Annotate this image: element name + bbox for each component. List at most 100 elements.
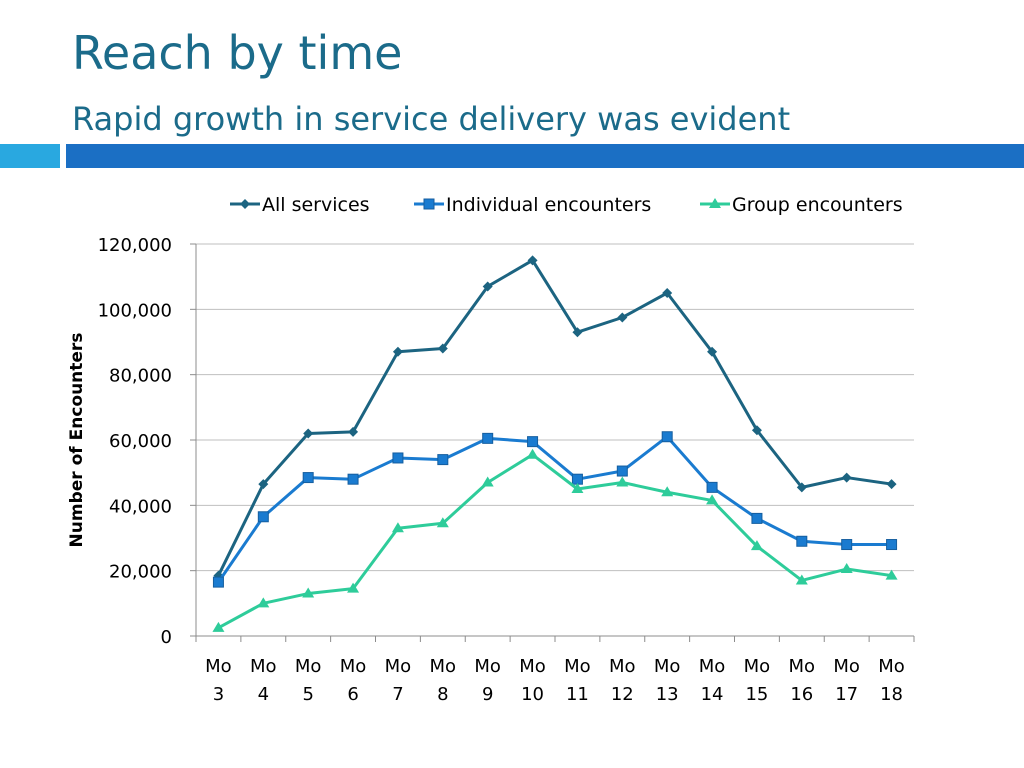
x-tick-label: 8 [437,684,448,705]
x-tick-label: 15 [745,684,768,705]
individual-encounters-point [661,431,673,443]
x-tick-label: Mo [205,656,232,677]
all-services-point [617,312,628,323]
group-encounters-point [661,486,674,497]
x-tick-label: 16 [790,684,813,705]
x-tick-label: 17 [835,684,858,705]
x-tick-label: Mo [340,656,367,677]
slide-title: Reach by time [72,26,403,80]
individual-encounters-point [616,465,628,477]
all-services-point [751,425,762,436]
accent-bar-right [66,144,1024,168]
x-tick-label: 6 [347,684,358,705]
all-services-point [482,281,493,292]
group-encounters-point [391,522,404,533]
y-tick-label: 0 [161,627,172,648]
all-services-point [348,426,359,437]
y-tick-label: 20,000 [109,562,172,583]
x-tick-label: Mo [430,656,457,677]
legend-individual-encounters-point [423,198,435,210]
slide-subtitle: Rapid growth in service delivery was evi… [72,100,791,138]
x-tick-label: 12 [611,684,634,705]
y-tick-label: 60,000 [109,431,172,452]
all-services-point [258,479,269,490]
x-tick-label: 13 [656,684,679,705]
x-tick-label: 7 [392,684,403,705]
x-tick-label: Mo [654,656,681,677]
x-tick-label: Mo [833,656,860,677]
individual-encounters-point [257,511,269,523]
group-encounters-point [212,621,225,632]
individual-encounters-point [527,436,539,448]
group-encounters-point [302,587,315,598]
all-services-point [437,343,448,354]
individual-encounters-point [437,454,449,466]
group-encounters-point [840,563,853,574]
legend-group-encounters-point [709,198,721,208]
group-encounters-point [795,574,808,585]
x-tick-label: 9 [482,684,493,705]
all-services-point [392,346,403,357]
accent-bar-left [0,144,60,168]
x-tick-label: Mo [564,656,591,677]
series-line-group-encounters [217,453,892,630]
group-encounters-point [347,582,360,593]
x-tick-label: Mo [878,656,905,677]
individual-encounters-point [841,539,853,551]
all-services-point [662,288,673,298]
x-tick-label: 14 [701,684,724,705]
x-tick-label: Mo [744,656,771,677]
y-tick-label: 80,000 [109,366,172,387]
x-tick-label: 11 [566,684,589,705]
x-tick-label: Mo [789,656,816,677]
group-encounters-point [526,448,539,459]
legend-label-all-services: All services [262,194,370,216]
individual-encounters-point [212,576,224,588]
y-tick-label: 40,000 [109,496,172,517]
x-tick-label: Mo [385,656,412,677]
x-tick-label: Mo [519,656,546,677]
series-line-all-services [217,258,892,577]
group-encounters-point [750,540,763,551]
y-tick-label: 120,000 [98,235,172,256]
x-tick-label: 10 [521,684,544,705]
individual-encounters-point [392,452,404,464]
legend-label-group-encounters: Group encounters [732,194,903,216]
group-encounters-point [616,476,629,487]
y-tick-label: 100,000 [98,300,172,321]
individual-encounters-point [796,535,808,547]
individual-encounters-point [482,432,494,444]
x-tick-label: Mo [250,656,277,677]
all-services-point [303,428,314,439]
group-encounters-point [571,483,584,493]
all-services-point [707,346,718,357]
all-services-point [886,479,897,490]
x-tick-label: Mo [474,656,501,677]
individual-encounters-point [302,472,314,484]
series-line-individual-encounters [217,435,892,583]
group-encounters-point [706,494,719,505]
group-encounters-point [436,517,449,528]
x-tick-label: 4 [258,684,269,705]
all-services-point [572,327,583,338]
y-axis-title: Number of Encounters [67,333,87,548]
all-services-point [841,472,852,483]
individual-encounters-point [706,481,718,493]
individual-encounters-point [886,539,898,551]
individual-encounters-point [347,473,359,485]
legend-label-individual-encounters: Individual encounters [446,194,651,216]
x-tick-label: Mo [295,656,322,677]
group-encounters-point [885,569,898,580]
x-tick-label: Mo [609,656,636,677]
all-services-point [527,255,538,266]
group-encounters-point [257,597,270,608]
legend-all-services-point [240,199,250,209]
group-encounters-point [481,476,494,487]
x-tick-label: 5 [302,684,313,705]
x-tick-label: 18 [880,684,903,705]
individual-encounters-point [751,512,763,524]
all-services-point [796,482,807,493]
x-tick-label: Mo [699,656,726,677]
individual-encounters-point [571,473,583,485]
